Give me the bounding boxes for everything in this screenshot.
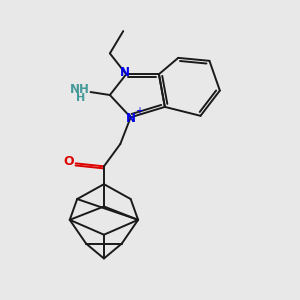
Text: O: O <box>64 155 74 168</box>
Text: N: N <box>120 66 130 79</box>
Text: N: N <box>126 112 136 125</box>
Text: NH: NH <box>70 82 90 96</box>
Text: H: H <box>76 93 85 103</box>
Text: +: + <box>135 106 143 116</box>
